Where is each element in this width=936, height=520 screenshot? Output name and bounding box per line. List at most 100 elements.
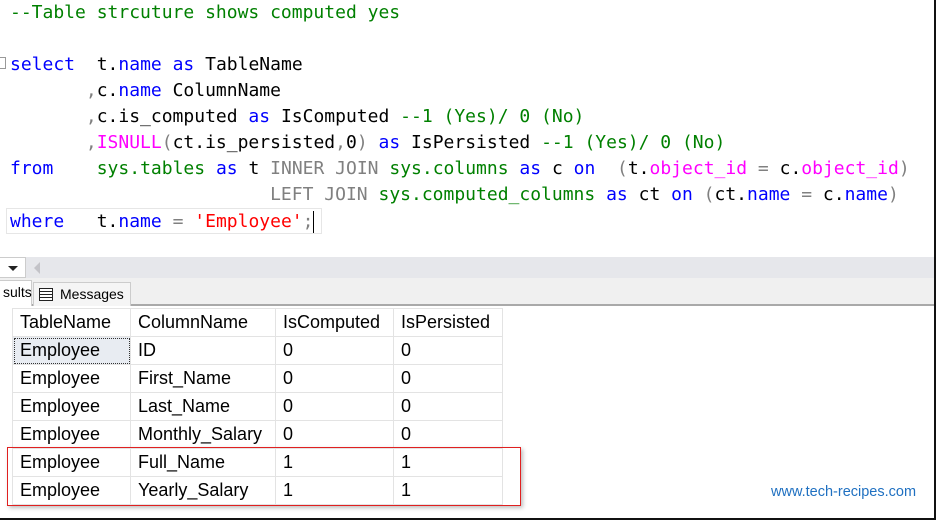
table-row[interactable]: Employee Last_Name 0 0 [12, 392, 503, 421]
code-token [10, 132, 86, 153]
code-token: c. [96, 80, 119, 101]
table-row[interactable]: Employee ID 0 0 [12, 336, 503, 365]
code-token: ISNULL [96, 132, 162, 153]
code-token: on [671, 184, 693, 205]
code-token: as [519, 158, 542, 179]
table-cell[interactable]: Last_Name [130, 392, 276, 421]
code-token: ) [356, 132, 368, 153]
table-row[interactable]: Employee Monthly_Salary 0 0 [12, 420, 503, 449]
horizontal-scrollbar[interactable] [0, 257, 934, 278]
code-line[interactable]: ,c.is_computed as IsComputed --1 (Yes)/ … [10, 104, 585, 130]
table-cell[interactable]: Employee [12, 420, 131, 449]
table-cell[interactable]: Monthly_Salary [130, 420, 276, 449]
table-cell[interactable]: Employee [12, 364, 131, 393]
code-token [595, 184, 606, 205]
code-token: as [378, 132, 401, 153]
code-token: ct.is_persisted [172, 132, 336, 153]
code-token: ; [302, 211, 314, 232]
code-token: sys.columns [389, 158, 509, 179]
table-cell[interactable]: Yearly_Salary [130, 476, 276, 505]
code-token: ( [161, 132, 173, 153]
code-line[interactable]: ,c.name ColumnName [10, 78, 281, 104]
code-line[interactable]: --Table strcuture shows computed yes [10, 0, 400, 26]
column-header[interactable]: IsPersisted [393, 308, 503, 337]
code-token: c. [812, 184, 845, 205]
code-token: ( [703, 184, 715, 205]
code-token: object_id [801, 158, 899, 179]
code-token [693, 184, 704, 205]
watermark: www.tech-recipes.com [771, 484, 917, 500]
collapse-region-icon[interactable] [0, 57, 6, 69]
table-cell[interactable]: Employee [12, 336, 131, 365]
code-token [10, 184, 270, 205]
results-grid: TableName ColumnName IsComputed IsPersisted… [12, 308, 503, 505]
code-token: c.is_computed [96, 106, 249, 127]
code-token: c [541, 158, 574, 179]
table-cell[interactable]: 0 [393, 420, 503, 449]
scroll-left-icon[interactable] [34, 262, 40, 274]
code-line[interactable]: LEFT JOIN sys.computed_columns as ct on … [10, 182, 899, 208]
table-cell[interactable]: 1 [393, 476, 503, 505]
table-cell[interactable]: 0 [393, 364, 503, 393]
code-line[interactable]: from sys.tables as t INNER JOIN sys.colu… [10, 156, 910, 182]
table-cell[interactable]: First_Name [130, 364, 276, 393]
code-token: , [85, 132, 97, 153]
code-token: as [215, 158, 238, 179]
code-token: name [118, 54, 162, 75]
table-cell[interactable]: Employee [12, 476, 131, 505]
table-cell[interactable]: 1 [275, 476, 394, 505]
code-token: ct. [714, 184, 748, 205]
table-row[interactable]: Employee First_Name 0 0 [12, 364, 503, 393]
code-token: IsComputed [270, 106, 401, 127]
code-token: t. [64, 211, 119, 232]
messages-icon [39, 288, 53, 301]
code-token: ) [887, 184, 899, 205]
code-token: , [85, 80, 97, 101]
code-token: as [606, 184, 628, 205]
table-cell[interactable]: 0 [275, 392, 394, 421]
code-token [379, 158, 390, 179]
table-cell[interactable]: Employee [12, 448, 131, 477]
code-token: --1 (Yes)/ 0 (No) [541, 132, 726, 153]
table-cell[interactable]: 0 [275, 364, 394, 393]
code-token: select [10, 54, 76, 75]
code-token: name [747, 184, 791, 205]
code-token: LEFT JOIN [270, 184, 368, 205]
code-line[interactable]: select t.name as TableName [10, 52, 303, 78]
code-token: sys.computed_columns [378, 184, 596, 205]
table-cell[interactable]: 0 [275, 420, 394, 449]
table-cell[interactable]: 0 [275, 336, 394, 365]
code-token: ( [617, 158, 628, 179]
code-token: on [573, 158, 596, 179]
code-token [183, 211, 194, 232]
code-token: ) [898, 158, 910, 179]
code-token: = [172, 211, 184, 232]
column-header[interactable]: TableName [12, 308, 131, 337]
column-header[interactable]: ColumnName [130, 308, 276, 337]
tab-messages[interactable]: Messages [33, 282, 131, 306]
code-token: , [85, 106, 97, 127]
column-header[interactable]: IsComputed [275, 308, 394, 337]
code-token: = [801, 184, 813, 205]
query-editor[interactable]: --Table strcuture shows computed yes sele… [0, 0, 934, 257]
code-token [53, 158, 96, 179]
text-caret [313, 211, 315, 233]
tab-results[interactable]: sults [0, 280, 32, 306]
table-cell[interactable]: Employee [12, 392, 131, 421]
code-line[interactable]: ,ISNULL(ct.is_persisted,0) as IsPersiste… [10, 130, 725, 156]
code-token: name [118, 211, 162, 232]
table-cell[interactable]: ID [130, 336, 276, 365]
table-cell[interactable]: 0 [393, 392, 503, 421]
code-token [595, 158, 617, 179]
zoom-dropdown[interactable] [0, 257, 26, 278]
table-cell[interactable]: 0 [393, 336, 503, 365]
code-line[interactable]: where t.name = 'Employee'; [6, 208, 322, 234]
code-token: name [844, 184, 888, 205]
code-token [747, 158, 758, 179]
code-token: 0 [345, 132, 357, 153]
code-token: 'Employee' [194, 211, 303, 232]
highlight-box [7, 447, 521, 506]
code-token: t. [75, 54, 119, 75]
table-row[interactable]: Employee Yearly_Salary 1 1 [12, 476, 503, 505]
